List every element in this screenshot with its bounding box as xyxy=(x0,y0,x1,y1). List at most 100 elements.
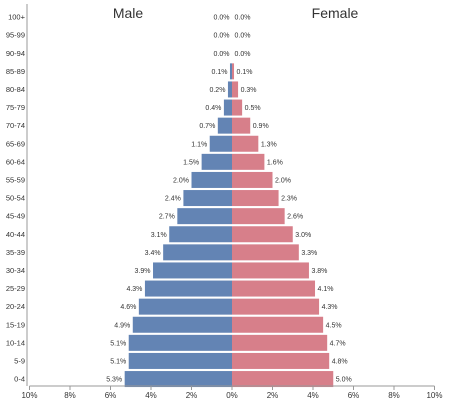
x-tick-label: 2% xyxy=(186,391,198,400)
male-bar xyxy=(191,171,232,188)
female-value-label: 4.3% xyxy=(322,304,338,311)
age-group-label: 30-34 xyxy=(6,266,25,275)
male-value-label: 2.7% xyxy=(159,214,175,221)
age-group-label: 80-84 xyxy=(6,85,25,94)
male-bar xyxy=(163,244,232,261)
female-value-label: 5.0% xyxy=(336,377,352,384)
female-value-label: 3.0% xyxy=(295,232,311,239)
male-value-label: 0.1% xyxy=(212,69,228,76)
male-value-label: 0.0% xyxy=(214,51,230,58)
female-value-label: 1.3% xyxy=(261,141,277,148)
age-group-label: 85-89 xyxy=(6,67,25,76)
female-value-label: 0.9% xyxy=(253,123,269,130)
male-value-label: 4.9% xyxy=(114,322,130,329)
female-value-label: 3.8% xyxy=(311,268,327,275)
male-bar xyxy=(209,135,232,152)
age-group-label: 70-74 xyxy=(6,121,25,130)
age-group-label: 35-39 xyxy=(6,248,25,257)
female-bar xyxy=(232,117,251,134)
age-group-label: 15-19 xyxy=(6,320,25,329)
female-value-label: 1.6% xyxy=(267,159,283,166)
female-value-label: 2.0% xyxy=(275,177,291,184)
female-bar xyxy=(232,153,265,170)
male-bar xyxy=(183,190,232,207)
male-value-label: 1.1% xyxy=(191,141,207,148)
male-value-label: 1.5% xyxy=(183,159,199,166)
male-heading: Male xyxy=(113,5,144,21)
male-value-label: 0.7% xyxy=(199,123,215,130)
female-value-label: 2.6% xyxy=(287,214,303,221)
female-bar xyxy=(232,226,293,243)
female-bar xyxy=(232,171,273,188)
male-value-label: 4.3% xyxy=(126,286,142,293)
male-bar xyxy=(177,208,232,225)
male-bar xyxy=(138,298,232,315)
x-tick-label: 2% xyxy=(267,391,279,400)
age-group-label: 0-4 xyxy=(14,375,25,384)
male-bar xyxy=(201,153,232,170)
male-value-label: 0.4% xyxy=(205,105,221,112)
female-value-label: 4.5% xyxy=(326,322,342,329)
bars-group xyxy=(124,63,334,388)
male-value-label: 2.4% xyxy=(165,196,181,203)
x-tick-label: 4% xyxy=(307,391,319,400)
male-value-label: 3.1% xyxy=(151,232,167,239)
female-bar xyxy=(232,298,320,315)
male-bar xyxy=(132,316,232,333)
x-tick-label: 10% xyxy=(21,391,37,400)
male-value-label: 5.3% xyxy=(106,377,122,384)
x-tick-label: 6% xyxy=(105,391,117,400)
age-group-label: 95-99 xyxy=(6,31,25,40)
male-value-label: 3.9% xyxy=(135,268,151,275)
female-value-label: 0.1% xyxy=(237,69,253,76)
female-bar xyxy=(232,208,285,225)
age-group-label: 90-94 xyxy=(6,49,25,58)
age-group-label: 50-54 xyxy=(6,194,25,203)
female-value-label: 0.0% xyxy=(235,33,251,40)
x-tick-label: 8% xyxy=(388,391,400,400)
age-group-label: 100+ xyxy=(8,13,26,22)
male-value-label: 5.1% xyxy=(110,358,126,365)
female-bar xyxy=(232,81,239,98)
male-value-label: 5.1% xyxy=(110,340,126,347)
age-group-label: 10-14 xyxy=(6,338,25,347)
male-value-label: 0.0% xyxy=(214,33,230,40)
x-tick-label: 6% xyxy=(348,391,360,400)
male-bar xyxy=(169,226,232,243)
age-group-label: 55-59 xyxy=(6,175,25,184)
female-value-label: 0.0% xyxy=(235,51,251,58)
female-bar xyxy=(232,334,328,351)
female-bar xyxy=(232,280,316,297)
female-value-label: 0.3% xyxy=(241,87,257,94)
age-group-label: 65-69 xyxy=(6,139,25,148)
female-bar xyxy=(232,262,309,279)
female-bar xyxy=(232,99,243,116)
male-bar xyxy=(128,352,232,369)
male-bar xyxy=(229,63,232,80)
male-bar xyxy=(227,81,232,98)
male-bar xyxy=(128,334,232,351)
x-tick-label: 8% xyxy=(64,391,76,400)
male-value-label: 0.2% xyxy=(209,87,225,94)
female-heading: Female xyxy=(312,5,359,21)
female-value-label: 0.0% xyxy=(235,15,251,22)
age-group-label: 20-24 xyxy=(6,302,25,311)
female-value-label: 4.8% xyxy=(332,358,348,365)
female-bar xyxy=(232,244,299,261)
age-group-label: 75-79 xyxy=(6,103,25,112)
male-bar xyxy=(124,371,232,388)
x-tick-label: 10% xyxy=(426,391,442,400)
male-value-label: 4.6% xyxy=(120,304,136,311)
x-tick-label: 4% xyxy=(145,391,157,400)
x-axis: 10% 8% 6% 4% 2% 0% 2% 4% 6% 8% 10% xyxy=(21,4,443,400)
female-bar xyxy=(232,190,279,207)
male-value-label: 0.0% xyxy=(214,15,230,22)
age-group-label: 5-9 xyxy=(14,356,25,365)
labels-group: 100+ 0.0% 0.0% 95-99 0.0% 0.0% 90-94 0.0% 0.0% 85… xyxy=(6,13,352,384)
female-value-label: 2.3% xyxy=(281,196,297,203)
male-bar xyxy=(144,280,232,297)
female-bar xyxy=(232,63,235,80)
age-group-label: 25-29 xyxy=(6,284,25,293)
x-tick-label: 0% xyxy=(226,391,238,400)
